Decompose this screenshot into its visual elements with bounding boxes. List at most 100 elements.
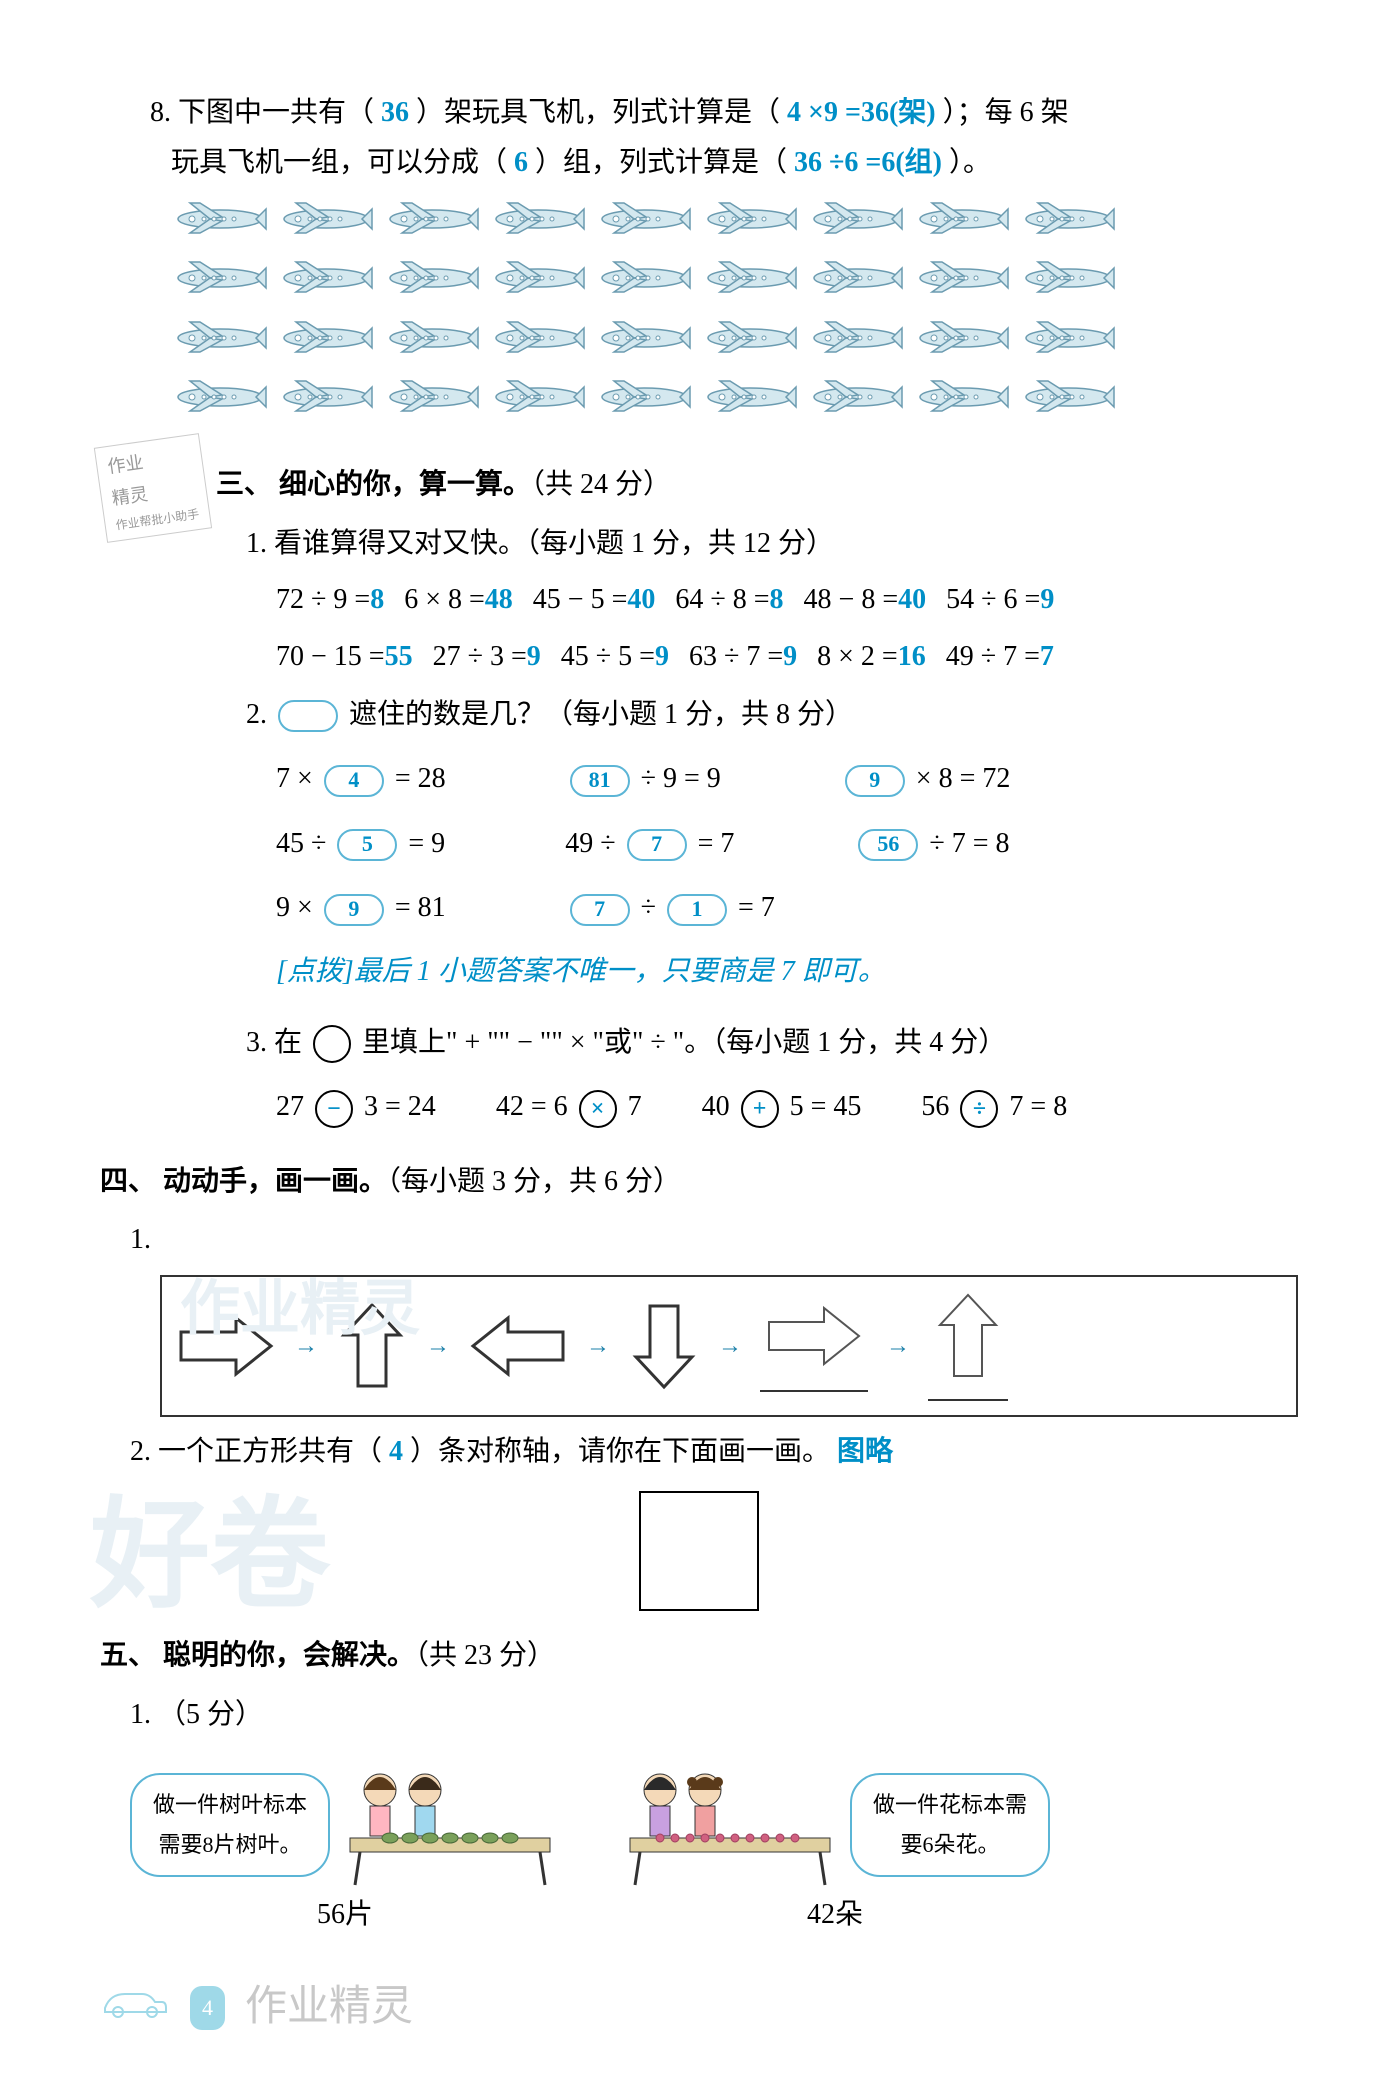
arrow-right-answer-icon (764, 1300, 864, 1372)
plane-icon (912, 318, 1012, 371)
op-row: 27 − 3 = 2442 = 6 × 740 + 5 = 4556 ÷ 7 =… (276, 1082, 1298, 1132)
sep-arrow-icon: → (426, 1325, 450, 1368)
op-item: 27 − 3 = 24 (276, 1082, 436, 1132)
q4-2: 好卷 2. 一个正方形共有（ 4 ）条对称轴，请你在下面画一画。 图略 (130, 1427, 1298, 1477)
answer: 图略 (837, 1436, 893, 1467)
page-footer: 4 作业精灵 (100, 1970, 1298, 2046)
q3-1: 1. 看谁算得又对又快。（每小题 1 分，共 12 分） (246, 519, 1298, 569)
plane-icon (912, 258, 1012, 311)
cloud-item: 7 × 4 = 28 (276, 754, 446, 804)
plane-icon (594, 199, 694, 252)
plane-icon (1018, 258, 1118, 311)
section-title: 三、 细心的你，算一算。（共 24 分） (216, 460, 1298, 510)
q3-2: 2. 遮住的数是几？（每小题 1 分，共 8 分） (246, 690, 1298, 740)
answer: 4 (389, 1436, 403, 1467)
q-text: ）；每 6 架 (943, 97, 1069, 128)
q-num: 3. (246, 1027, 267, 1058)
square-draw-box (639, 1491, 759, 1611)
plane-icon (700, 199, 800, 252)
q-num: 2. (246, 699, 267, 730)
plane-icon (700, 377, 800, 430)
plane-icon (170, 199, 270, 252)
math-item: 27 ÷ 3 =9 (433, 632, 541, 682)
kids-table-icon (340, 1760, 560, 1890)
cloud-row: 7 × 4 = 28 81 ÷ 9 = 9 9 × 8 = 72 (276, 754, 1298, 804)
math-item: 45 − 5 =40 (533, 575, 656, 625)
math-item: 45 ÷ 5 =9 (561, 632, 669, 682)
points: （共 24 分） (531, 469, 671, 500)
answer: 6 (514, 147, 528, 178)
plane-icon (806, 318, 906, 371)
q-text: 在 (274, 1027, 309, 1058)
q-num: 2. (130, 1436, 151, 1467)
q-text: ）组，列式计算是（ (535, 147, 787, 178)
points: （每小题 3 分，共 6 分） (387, 1166, 681, 1197)
sep-arrow-icon: → (886, 1325, 910, 1368)
math-item: 54 ÷ 6 =9 (946, 575, 1054, 625)
cloud-item: 9 × 8 = 72 (841, 754, 1011, 804)
plane-icon (276, 199, 376, 252)
answer: 36 ÷6 =6(组) (794, 147, 942, 178)
math-item: 63 ÷ 7 =9 (689, 632, 797, 682)
plane-icon (1018, 377, 1118, 430)
title-text: 三、 细心的你，算一算。 (216, 469, 531, 500)
plane-icon (594, 258, 694, 311)
q-num: 1. (130, 1224, 151, 1255)
plane-icon (594, 318, 694, 371)
scene-right: 做一件花标本需要6朵花。 42朵 (620, 1760, 1050, 1940)
arrow-up-answer-icon (932, 1291, 1004, 1381)
math-item: 49 ÷ 7 =7 (946, 632, 1054, 682)
op-item: 40 + 5 = 45 (702, 1082, 862, 1132)
q-text: 里填上" + "" − "" × "或" ÷ "。（每小题 1 分，共 4 分） (362, 1027, 1006, 1058)
cloud-row: 9 × 9 = 817 ÷ 1 = 7 (276, 883, 1298, 933)
cloud-item: 49 ÷ 7 = 7 (565, 819, 734, 869)
tip-text: [点拨]最后 1 小题答案不唯一，只要商是 7 即可。 (276, 947, 1298, 997)
q-text: 遮住的数是几？（每小题 1 分，共 8 分） (349, 699, 853, 730)
plane-icon (382, 258, 482, 311)
plane-icon (170, 318, 270, 371)
q5-1: 1. （5 分） (130, 1690, 1298, 1740)
sep-arrow-icon: → (718, 1325, 742, 1368)
math-item: 8 × 2 =16 (817, 632, 926, 682)
title-text: 四、 动动手，画一画。 (100, 1166, 387, 1197)
plane-icon (382, 377, 482, 430)
cloud-row: 45 ÷ 5 = 949 ÷ 7 = 756 ÷ 7 = 8 (276, 819, 1298, 869)
title-text: 五、 聪明的你，会解决。 (100, 1640, 415, 1671)
question-8: 8. 下图中一共有（ 36 ）架玩具飞机，列式计算是（ 4 ×9 =36(架) … (150, 88, 1298, 189)
math-item: 70 − 15 =55 (276, 632, 413, 682)
speech-bubble: 做一件花标本需要6朵花。 (850, 1773, 1050, 1876)
plane-icon (276, 318, 376, 371)
q-text: 玩具飞机一组，可以分成（ (171, 147, 507, 178)
plane-icon (488, 318, 588, 371)
q-num: 1. (130, 1699, 151, 1730)
cloud-item: 7 ÷ 1 = 7 (566, 883, 775, 933)
plane-icon (594, 377, 694, 430)
plane-icon (170, 258, 270, 311)
q-text: 下图中一共有（ (178, 97, 374, 128)
plane-icon (382, 199, 482, 252)
plane-icon (488, 377, 588, 430)
footer-watermark: 作业精灵 (245, 1970, 413, 2046)
q-text: 一个正方形共有（ (158, 1436, 382, 1467)
q3-3: 3. 在 里填上" + "" − "" × "或" ÷ "。（每小题 1 分，共… (246, 1018, 1298, 1068)
math-item: 72 ÷ 9 =8 (276, 575, 384, 625)
q-text: ）。 (949, 147, 991, 178)
answer-slot (928, 1291, 1008, 1400)
answer: 4 ×9 =36(架) (787, 97, 936, 128)
points: （共 23 分） (415, 1640, 555, 1671)
plane-icon (806, 377, 906, 430)
math-item: 48 − 8 =40 (804, 575, 927, 625)
q-num: 1. (246, 528, 267, 559)
plane-grid (170, 199, 1298, 431)
cloud-item: 81 ÷ 9 = 9 (566, 754, 721, 804)
section-5-title: 五、 聪明的你，会解决。（共 23 分） (100, 1631, 1298, 1681)
speech-bubble: 做一件树叶标本需要8片树叶。 (130, 1773, 330, 1876)
plane-icon (806, 199, 906, 252)
math-row: 72 ÷ 9 =86 × 8 =4845 − 5 =4064 ÷ 8 =848 … (276, 575, 1298, 625)
scene-illustration: 做一件树叶标本需要8片树叶。 56片 (130, 1760, 1298, 1940)
plane-icon (276, 258, 376, 311)
plane-icon (700, 318, 800, 371)
q-pts: （5 分） (158, 1699, 263, 1730)
scene-left: 做一件树叶标本需要8片树叶。 56片 (130, 1760, 560, 1940)
q-num: 8. (150, 97, 171, 128)
